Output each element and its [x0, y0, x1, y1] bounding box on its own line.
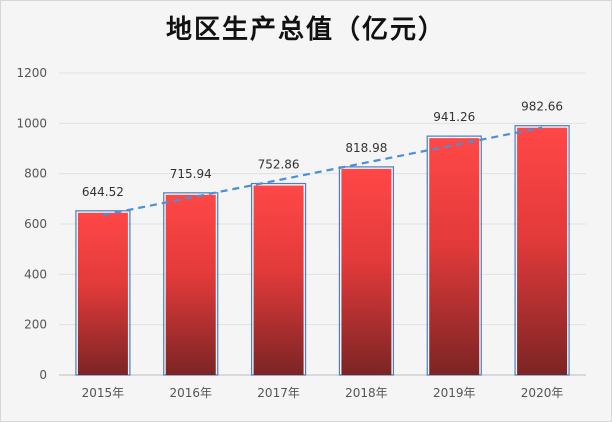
bars — [75, 125, 570, 376]
y-tick-label: 200 — [24, 318, 47, 332]
data-label: 941.26 — [433, 110, 475, 124]
grid-lines — [59, 72, 586, 376]
y-axis-ticks: 0 200 400 600 800 1000 1200 — [16, 66, 47, 382]
x-tick-label: 2015年 — [82, 386, 125, 400]
y-tick-label: 400 — [24, 267, 47, 281]
bar — [341, 168, 392, 375]
data-label: 644.52 — [82, 185, 124, 199]
x-tick-label: 2020年 — [521, 386, 564, 400]
data-label: 818.98 — [345, 141, 387, 155]
data-label: 715.94 — [170, 167, 212, 181]
x-axis-ticks: 2015年 2016年 2017年 2018年 2019年 2020年 — [82, 386, 564, 400]
data-label: 752.86 — [258, 158, 300, 172]
bar — [517, 127, 568, 375]
bar — [253, 185, 304, 375]
x-tick-label: 2017年 — [257, 386, 300, 400]
data-label: 982.66 — [521, 100, 563, 114]
y-tick-label: 0 — [39, 368, 47, 382]
x-tick-label: 2016年 — [169, 386, 212, 400]
y-tick-label: 1000 — [16, 116, 47, 130]
bar — [429, 138, 480, 375]
y-tick-label: 600 — [24, 217, 47, 231]
y-tick-label: 1200 — [16, 66, 47, 80]
trendline-layer — [102, 126, 543, 217]
x-tick-label: 2019年 — [433, 386, 476, 400]
bar — [165, 194, 216, 375]
bar — [77, 212, 128, 375]
chart-title: 地区生产总值（亿元） — [165, 15, 446, 45]
data-labels: 644.52 715.94 752.86 818.98 941.26 982.66 — [82, 100, 563, 199]
x-tick-label: 2018年 — [345, 386, 388, 400]
trendline — [102, 126, 543, 217]
y-tick-label: 800 — [24, 167, 47, 181]
